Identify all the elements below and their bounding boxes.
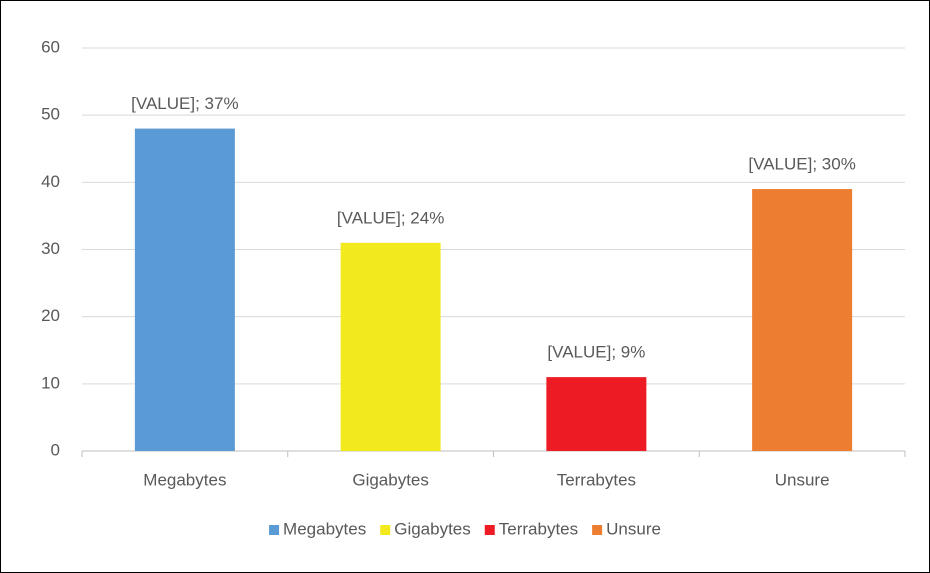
data-label: [VALUE]; 30% xyxy=(748,155,855,174)
y-tick-label: 0 xyxy=(51,440,60,459)
bar xyxy=(546,377,647,451)
data-label: [VALUE]; 24% xyxy=(337,208,444,227)
bar xyxy=(340,242,441,451)
legend-label: Megabytes xyxy=(283,519,366,538)
bar xyxy=(752,189,853,452)
y-tick-label: 20 xyxy=(41,306,60,325)
legend-label: Terrabytes xyxy=(499,519,578,538)
y-tick-label: 30 xyxy=(41,239,60,258)
x-tick-label: Megabytes xyxy=(143,470,226,489)
legend-swatch xyxy=(380,525,391,535)
legend-label: Unsure xyxy=(606,519,661,538)
y-tick-label: 60 xyxy=(41,37,60,56)
data-label: [VALUE]; 9% xyxy=(547,343,645,362)
legend-label: Gigabytes xyxy=(394,519,471,538)
legend-swatch xyxy=(269,525,280,535)
y-tick-label: 10 xyxy=(41,373,60,392)
x-tick-label: Terrabytes xyxy=(557,470,636,489)
bar xyxy=(134,128,235,451)
legend-swatch xyxy=(484,525,495,535)
y-tick-label: 50 xyxy=(41,105,60,124)
x-tick-label: Unsure xyxy=(775,470,830,489)
data-label: [VALUE]; 37% xyxy=(131,94,238,113)
legend-swatch xyxy=(592,525,603,535)
y-tick-label: 40 xyxy=(41,172,60,191)
x-tick-label: Gigabytes xyxy=(352,470,429,489)
